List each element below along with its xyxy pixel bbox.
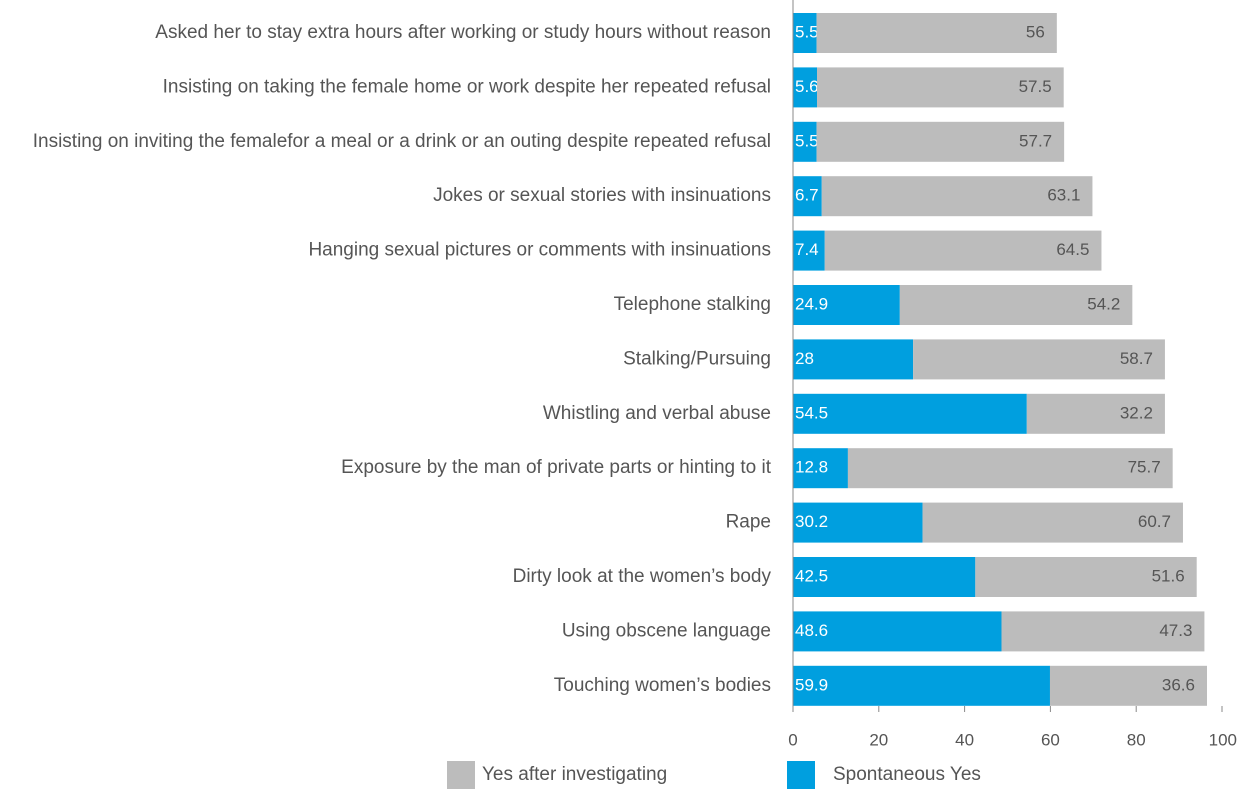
bar-segment (793, 230, 825, 271)
value-label: 28 (795, 349, 814, 368)
category-label: Telephone stalking (614, 294, 771, 315)
value-label: 36.6 (1162, 675, 1195, 694)
bar-segment (821, 176, 1093, 217)
bar-segment (816, 13, 1057, 53)
category-label: Exposure by the man of private parts or … (341, 457, 772, 478)
value-label: 48.6 (795, 621, 828, 640)
value-label: 24.9 (795, 294, 828, 313)
value-label: 64.5 (1056, 240, 1089, 259)
value-label: 42.5 (795, 566, 828, 585)
category-label: Insisting on inviting the femalefor a me… (33, 131, 771, 152)
category-label: Asked her to stay extra hours after work… (155, 22, 771, 43)
bar-segment (793, 611, 1002, 652)
value-label: 30.2 (795, 512, 828, 531)
value-label: 57.5 (1019, 77, 1052, 96)
bar-segment (793, 557, 976, 597)
value-label: 7.4 (795, 240, 819, 259)
bar-segment (1049, 665, 1207, 706)
value-label: 47.3 (1159, 621, 1192, 640)
bar-segment (793, 67, 818, 108)
value-label: 51.6 (1152, 566, 1185, 585)
x-tick-label: 0 (788, 730, 797, 749)
legend-label: Spontaneous Yes (833, 764, 981, 785)
bar-segment (793, 339, 914, 380)
bar-segment (793, 13, 817, 53)
category-label: Rape (726, 512, 771, 533)
bar-segment (793, 502, 923, 543)
category-label: Insisting on taking the female home or w… (163, 76, 771, 97)
category-label: Jokes or sexual stories with insinuation… (433, 185, 771, 206)
x-tick-label: 20 (869, 730, 888, 749)
category-label: Whistling and verbal abuse (543, 403, 771, 424)
bar-segment (793, 665, 1050, 706)
bar-segment (1001, 611, 1205, 652)
legend-swatch (787, 761, 815, 789)
legend-swatch (447, 761, 475, 789)
value-label: 5.5 (795, 22, 819, 41)
bar-segment (899, 285, 1133, 325)
bar-segment (793, 176, 822, 217)
bar-segment (913, 339, 1165, 380)
category-label: Using obscene language (562, 620, 771, 641)
bar-segment (816, 121, 1065, 162)
bar-segment (793, 285, 900, 325)
bar-segment (793, 448, 848, 489)
value-label: 6.7 (795, 186, 819, 205)
legend-label: Yes after investigating (482, 764, 667, 785)
value-label: 5.5 (795, 131, 819, 150)
value-label: 5.6 (795, 77, 819, 96)
x-tick-label: 80 (1127, 730, 1146, 749)
bar-segment (975, 557, 1197, 597)
value-label: 60.7 (1138, 512, 1171, 531)
value-label: 54.5 (795, 403, 828, 422)
value-label: 58.7 (1120, 349, 1153, 368)
value-label: 32.2 (1120, 403, 1153, 422)
x-tick-label: 60 (1041, 730, 1060, 749)
value-label: 56 (1026, 22, 1045, 41)
value-label: 75.7 (1128, 458, 1161, 477)
bar-segment (1026, 393, 1165, 434)
value-label: 57.7 (1019, 131, 1052, 150)
x-tick-label: 100 (1209, 730, 1237, 749)
bar-segment (793, 393, 1027, 434)
category-label: Dirty look at the women’s body (513, 566, 772, 587)
value-label: 54.2 (1087, 294, 1120, 313)
category-label: Touching women’s bodies (554, 675, 771, 696)
value-label: 12.8 (795, 458, 828, 477)
value-label: 59.9 (795, 675, 828, 694)
bar-segment (922, 502, 1183, 543)
bar-segment (817, 67, 1064, 108)
bar-segment (793, 121, 817, 162)
category-label: Hanging sexual pictures or comments with… (308, 240, 771, 261)
value-label: 63.1 (1047, 186, 1080, 205)
x-tick-label: 40 (955, 730, 974, 749)
category-label: Stalking/Pursuing (623, 348, 771, 369)
bar-segment (847, 448, 1173, 489)
bar-segment (824, 230, 1102, 271)
